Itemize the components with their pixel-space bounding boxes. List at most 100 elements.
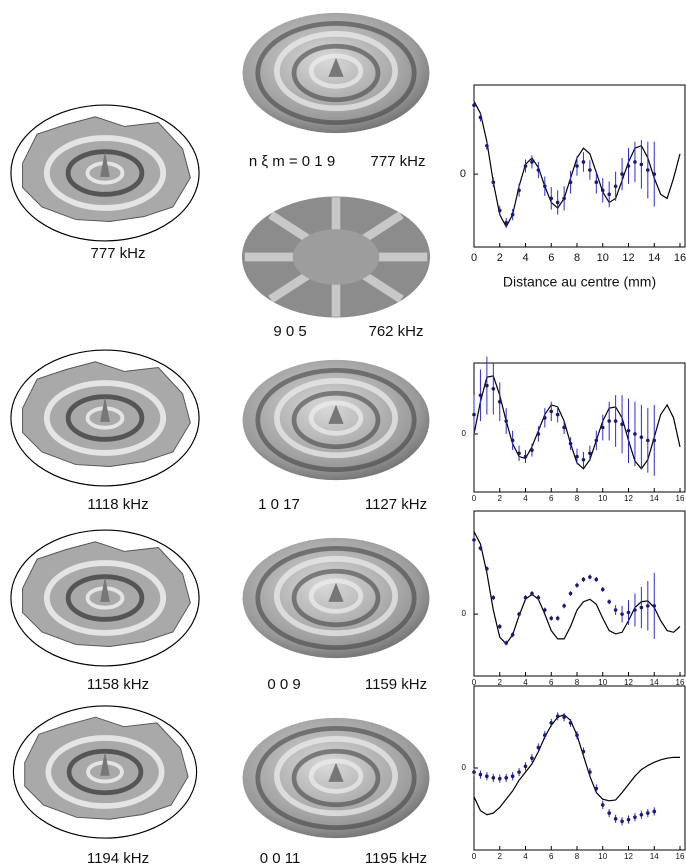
data-point bbox=[549, 721, 554, 725]
x-tick-label: 0 bbox=[472, 678, 477, 687]
data-point bbox=[543, 733, 547, 737]
mode-label: 0 0 9 bbox=[267, 676, 300, 693]
data-point bbox=[472, 103, 476, 108]
data-point bbox=[523, 454, 528, 459]
x-tick-label: 0 bbox=[471, 252, 477, 264]
measured-surface bbox=[11, 350, 199, 486]
mode-label: 0 0 11 bbox=[260, 850, 301, 867]
data-point bbox=[555, 200, 560, 205]
mode-frequency: 1159 kHz bbox=[365, 676, 427, 693]
data-point bbox=[652, 172, 657, 176]
data-point bbox=[575, 164, 579, 168]
mode-frequency: 762 kHz bbox=[368, 323, 423, 340]
data-point bbox=[639, 435, 644, 439]
x-tick-label: 10 bbox=[598, 852, 607, 861]
x-tick-label: 6 bbox=[549, 852, 554, 861]
measured-label: 1158 kHz bbox=[87, 676, 149, 693]
data-point bbox=[555, 412, 560, 417]
data-point bbox=[549, 196, 554, 201]
data-point bbox=[581, 749, 586, 754]
data-point bbox=[478, 772, 483, 777]
mode-label: 9 0 5 bbox=[273, 323, 306, 340]
data-point bbox=[491, 387, 496, 391]
data-point bbox=[523, 595, 528, 600]
data-point bbox=[652, 809, 657, 814]
data-point bbox=[594, 438, 599, 443]
mode-surface bbox=[243, 13, 430, 133]
x-tick-label: 8 bbox=[575, 494, 580, 503]
x-tick-label: 0 bbox=[472, 494, 477, 503]
data-point bbox=[510, 632, 515, 637]
data-point bbox=[581, 457, 586, 462]
mode-frequency: 777 kHz bbox=[370, 153, 425, 170]
x-tick-label: 2 bbox=[498, 852, 503, 861]
x-tick-label: 6 bbox=[548, 252, 554, 264]
x-tick-label: 8 bbox=[574, 252, 580, 264]
data-point bbox=[478, 115, 483, 120]
data-point bbox=[491, 180, 496, 184]
data-point bbox=[497, 776, 502, 781]
data-point bbox=[613, 184, 618, 189]
x-tick-label: 2 bbox=[498, 678, 503, 687]
data-point bbox=[581, 160, 586, 164]
data-point bbox=[633, 608, 637, 612]
data-point bbox=[504, 641, 508, 645]
x-axis-label: Distance au centre (mm) bbox=[503, 274, 656, 290]
data-point bbox=[485, 143, 489, 148]
data-point bbox=[510, 438, 515, 443]
measured-surface bbox=[13, 706, 196, 838]
x-tick-label: 8 bbox=[575, 678, 580, 687]
data-point bbox=[517, 612, 521, 616]
data-point bbox=[536, 432, 541, 436]
data-point bbox=[600, 188, 605, 193]
x-tick-label: 2 bbox=[498, 494, 503, 503]
data-point bbox=[491, 776, 496, 780]
data-point bbox=[510, 774, 515, 778]
x-tick-label: 12 bbox=[622, 252, 634, 264]
mode-frequency: 1127 kHz bbox=[365, 496, 427, 513]
data-point bbox=[620, 819, 624, 824]
data-point bbox=[594, 180, 599, 184]
data-point bbox=[523, 164, 528, 168]
x-tick-label: 12 bbox=[624, 494, 633, 503]
data-point bbox=[543, 608, 547, 612]
y-tick-label: 0 bbox=[460, 168, 466, 180]
data-point bbox=[633, 815, 637, 819]
data-point bbox=[491, 595, 496, 600]
data-point bbox=[478, 393, 483, 398]
data-point bbox=[536, 595, 541, 600]
data-point bbox=[588, 451, 592, 456]
data-point bbox=[523, 764, 528, 769]
data-point bbox=[600, 803, 605, 807]
y-tick-label: 0 bbox=[462, 609, 467, 618]
y-tick-label: 0 bbox=[462, 763, 467, 772]
data-point bbox=[472, 770, 476, 774]
data-point bbox=[562, 604, 566, 608]
data-point bbox=[530, 756, 534, 760]
measured-surface bbox=[11, 530, 199, 666]
data-point bbox=[575, 454, 579, 459]
data-point bbox=[633, 432, 637, 436]
x-tick-label: 4 bbox=[523, 678, 528, 687]
data-point bbox=[549, 616, 554, 621]
data-point bbox=[568, 180, 573, 184]
data-point bbox=[652, 604, 657, 608]
mode-label: 1 0 17 bbox=[258, 496, 300, 513]
data-point bbox=[588, 770, 592, 774]
data-point bbox=[555, 616, 560, 621]
data-point bbox=[497, 208, 502, 213]
data-point bbox=[568, 591, 573, 596]
data-point bbox=[575, 733, 579, 737]
data-point bbox=[510, 212, 515, 217]
data-point bbox=[549, 409, 554, 414]
x-tick-label: 14 bbox=[650, 494, 659, 503]
x-tick-label: 4 bbox=[523, 494, 528, 503]
data-point bbox=[646, 438, 650, 443]
x-tick-label: 6 bbox=[549, 678, 554, 687]
x-tick-label: 4 bbox=[522, 252, 528, 264]
data-point bbox=[594, 786, 599, 791]
data-point bbox=[626, 164, 631, 168]
x-tick-label: 16 bbox=[674, 252, 686, 264]
mode-surface bbox=[242, 197, 430, 318]
